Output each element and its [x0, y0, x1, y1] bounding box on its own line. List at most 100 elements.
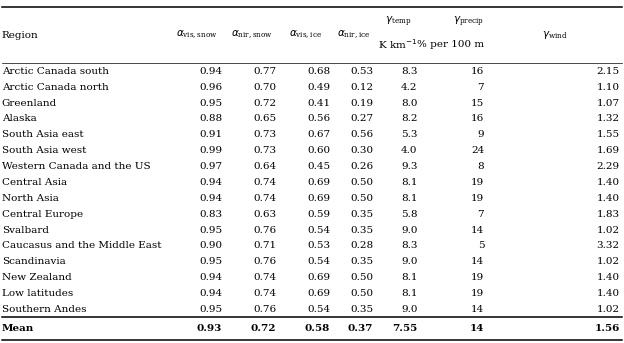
Text: 8.1: 8.1	[401, 178, 417, 187]
Text: 0.35: 0.35	[350, 210, 373, 218]
Text: $\alpha_\mathregular{vis,ice}$: $\alpha_\mathregular{vis,ice}$	[290, 29, 322, 41]
Text: 0.95: 0.95	[199, 257, 222, 266]
Text: 9.0: 9.0	[401, 226, 417, 235]
Text: 0.27: 0.27	[350, 115, 373, 123]
Text: 1.10: 1.10	[597, 83, 620, 92]
Text: 0.63: 0.63	[253, 210, 276, 218]
Text: 1.40: 1.40	[597, 289, 620, 298]
Text: 2.29: 2.29	[597, 162, 620, 171]
Text: 1.02: 1.02	[597, 257, 620, 266]
Text: $\gamma_\mathregular{temp}$: $\gamma_\mathregular{temp}$	[384, 15, 411, 29]
Text: 0.19: 0.19	[350, 99, 373, 108]
Text: Alaska: Alaska	[2, 115, 37, 123]
Text: 8.1: 8.1	[401, 289, 417, 298]
Text: $\gamma_\mathregular{wind}$: $\gamma_\mathregular{wind}$	[542, 29, 567, 41]
Text: 8.3: 8.3	[401, 241, 417, 250]
Text: 0.41: 0.41	[307, 99, 330, 108]
Text: 0.35: 0.35	[350, 257, 373, 266]
Text: Low latitudes: Low latitudes	[2, 289, 73, 298]
Text: 0.94: 0.94	[199, 67, 222, 76]
Text: $\alpha_\mathregular{nir,snow}$: $\alpha_\mathregular{nir,snow}$	[231, 29, 273, 41]
Text: 16: 16	[471, 115, 484, 123]
Text: 1.69: 1.69	[597, 146, 620, 155]
Text: 7: 7	[477, 210, 484, 218]
Text: 0.69: 0.69	[307, 178, 330, 187]
Text: 0.54: 0.54	[307, 305, 330, 314]
Text: 0.68: 0.68	[307, 67, 330, 76]
Text: 0.94: 0.94	[199, 178, 222, 187]
Text: 0.74: 0.74	[253, 178, 276, 187]
Text: 0.69: 0.69	[307, 289, 330, 298]
Text: K km$^{-1}$: K km$^{-1}$	[378, 38, 417, 51]
Text: 0.72: 0.72	[253, 99, 276, 108]
Text: 0.56: 0.56	[350, 130, 373, 139]
Text: Arctic Canada north: Arctic Canada north	[2, 83, 109, 92]
Text: 24: 24	[471, 146, 484, 155]
Text: 0.94: 0.94	[199, 194, 222, 203]
Text: 1.02: 1.02	[597, 226, 620, 235]
Text: 5: 5	[477, 241, 484, 250]
Text: 0.83: 0.83	[199, 210, 222, 218]
Text: 9.3: 9.3	[401, 162, 417, 171]
Text: 0.74: 0.74	[253, 194, 276, 203]
Text: South Asia east: South Asia east	[2, 130, 84, 139]
Text: 0.53: 0.53	[350, 67, 373, 76]
Text: 14: 14	[471, 257, 484, 266]
Text: 7: 7	[477, 83, 484, 92]
Text: 0.26: 0.26	[350, 162, 373, 171]
Text: 0.95: 0.95	[199, 305, 222, 314]
Text: 0.97: 0.97	[199, 162, 222, 171]
Text: Greenland: Greenland	[2, 99, 57, 108]
Text: 0.67: 0.67	[307, 130, 330, 139]
Text: 0.94: 0.94	[199, 289, 222, 298]
Text: 8.1: 8.1	[401, 273, 417, 282]
Text: 19: 19	[471, 289, 484, 298]
Text: 0.88: 0.88	[199, 115, 222, 123]
Text: 9.0: 9.0	[401, 305, 417, 314]
Text: 0.69: 0.69	[307, 273, 330, 282]
Text: 0.91: 0.91	[199, 130, 222, 139]
Text: 9.0: 9.0	[401, 257, 417, 266]
Text: 1.55: 1.55	[597, 130, 620, 139]
Text: $\alpha_\mathregular{vis,snow}$: $\alpha_\mathregular{vis,snow}$	[177, 29, 218, 41]
Text: 0.54: 0.54	[307, 257, 330, 266]
Text: 0.59: 0.59	[307, 210, 330, 218]
Text: 0.95: 0.95	[199, 226, 222, 235]
Text: % per 100 m: % per 100 m	[417, 40, 484, 49]
Text: New Zealand: New Zealand	[2, 273, 72, 282]
Text: 0.95: 0.95	[199, 99, 222, 108]
Text: $\alpha_\mathregular{nir,ice}$: $\alpha_\mathregular{nir,ice}$	[338, 29, 371, 41]
Text: 16: 16	[471, 67, 484, 76]
Text: 9: 9	[477, 130, 484, 139]
Text: Svalbard: Svalbard	[2, 226, 49, 235]
Text: 14: 14	[470, 324, 484, 333]
Text: 0.74: 0.74	[253, 289, 276, 298]
Text: Region: Region	[2, 31, 39, 40]
Text: 0.50: 0.50	[350, 178, 373, 187]
Text: Central Europe: Central Europe	[2, 210, 83, 218]
Text: 0.69: 0.69	[307, 194, 330, 203]
Text: 4.0: 4.0	[401, 146, 417, 155]
Text: 0.58: 0.58	[305, 324, 330, 333]
Text: Southern Andes: Southern Andes	[2, 305, 86, 314]
Text: 5.8: 5.8	[401, 210, 417, 218]
Text: 0.90: 0.90	[199, 241, 222, 250]
Text: 0.50: 0.50	[350, 289, 373, 298]
Text: 0.71: 0.71	[253, 241, 276, 250]
Text: 0.70: 0.70	[253, 83, 276, 92]
Text: 0.73: 0.73	[253, 146, 276, 155]
Text: 0.53: 0.53	[307, 241, 330, 250]
Text: North Asia: North Asia	[2, 194, 59, 203]
Text: 1.83: 1.83	[597, 210, 620, 218]
Text: 5.3: 5.3	[401, 130, 417, 139]
Text: 8.2: 8.2	[401, 115, 417, 123]
Text: 0.93: 0.93	[197, 324, 222, 333]
Text: 7.55: 7.55	[392, 324, 417, 333]
Text: 14: 14	[471, 305, 484, 314]
Text: 0.60: 0.60	[307, 146, 330, 155]
Text: 0.65: 0.65	[253, 115, 276, 123]
Text: 0.73: 0.73	[253, 130, 276, 139]
Text: 0.76: 0.76	[253, 305, 276, 314]
Text: 19: 19	[471, 273, 484, 282]
Text: 0.12: 0.12	[350, 83, 373, 92]
